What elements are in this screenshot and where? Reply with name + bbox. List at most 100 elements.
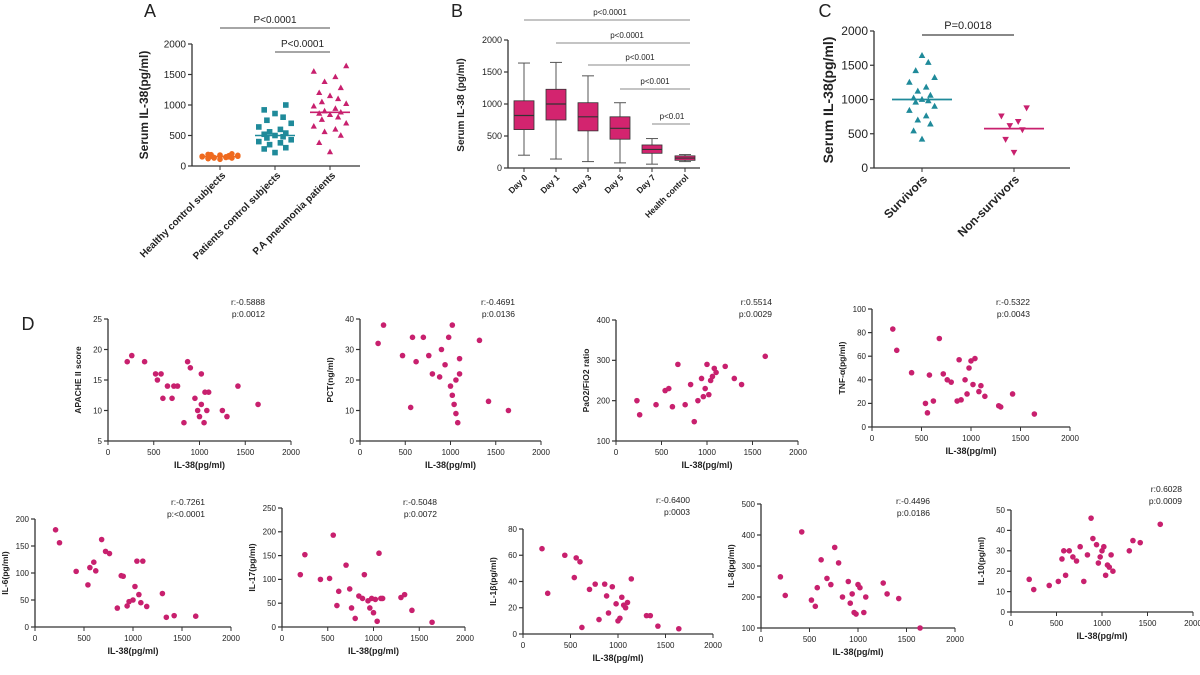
- panel-d2-point: [445, 334, 452, 341]
- panel-d3-point: [653, 401, 659, 408]
- panel-c-p-value: P=0.0018: [944, 20, 991, 32]
- panel-d3-point: [687, 381, 694, 388]
- panel-d4-point: [940, 371, 947, 377]
- panel-d5-point: [73, 568, 79, 575]
- panel-d6-point: [352, 615, 359, 622]
- panel-a-point: [261, 146, 267, 152]
- panel-a-point: [280, 114, 286, 120]
- panel-a-point: [277, 140, 284, 146]
- panel-d5-y-tick-label: 150: [16, 542, 30, 551]
- panel-d6-point: [429, 619, 435, 626]
- panel-d2-point: [420, 334, 427, 341]
- panel-label-c: C: [819, 1, 832, 21]
- panel-d6-x-label: IL-38(pg/ml): [348, 646, 399, 656]
- panel-d1-point: [169, 395, 175, 402]
- panel-d5-x-tick-label: 0: [33, 634, 38, 643]
- panel-a-point: [283, 130, 289, 136]
- panel-d4-r-value: r:-0.5322: [996, 297, 1030, 307]
- panel-d6-point: [361, 571, 368, 578]
- panel-d2-x-tick-label: 2000: [532, 448, 550, 457]
- panel-d9-y-tick-label: 20: [996, 567, 1005, 576]
- panel-d4-y-tick-label: 0: [862, 423, 867, 432]
- panel-d4-point: [926, 372, 933, 378]
- panel-d7-x-tick-label: 1000: [609, 641, 627, 650]
- panel-a-point: [337, 84, 344, 91]
- panel-a-point: [343, 100, 350, 107]
- panel-d2-point: [505, 407, 512, 414]
- panel-d7-point: [539, 545, 545, 552]
- panel-d4-y-tick-label: 60: [857, 352, 866, 361]
- panel-d2-y-tick-label: 40: [345, 315, 354, 324]
- panel-d7-x-tick-label: 500: [564, 641, 578, 650]
- panel-d3-x-label: IL-38(pg/ml): [682, 460, 733, 470]
- panel-d9-point: [1093, 541, 1100, 548]
- panel-a-point: [256, 124, 262, 130]
- panel-d9-point: [1130, 537, 1136, 544]
- panel-c-y-tick-label: 1000: [841, 93, 868, 107]
- panel-d6-point: [370, 609, 377, 616]
- panel-d3-y-tick-label: 300: [597, 356, 611, 365]
- panel-d8-point: [917, 625, 923, 631]
- panel-a-point: [256, 138, 262, 145]
- panel-d7-point: [613, 601, 619, 607]
- panel-d9-point: [1070, 554, 1076, 560]
- panel-d9-point: [1090, 535, 1096, 542]
- panel-c-point: [998, 113, 1005, 120]
- panel-d9-y-tick-label: 0: [1001, 608, 1006, 617]
- panel-a-point: [318, 116, 325, 122]
- panel-b-p-value: p<0.01: [660, 112, 685, 121]
- panel-d8-point: [895, 595, 902, 602]
- panel-c-y-tick-label: 2000: [841, 24, 868, 38]
- panel-d7-point: [676, 625, 682, 632]
- panel-d9-point: [1059, 556, 1065, 562]
- panel-d3-r-value: r:0.5514: [741, 297, 772, 307]
- panel-d5-y-tick-label: 100: [16, 569, 30, 578]
- panel-d4-point: [924, 410, 931, 416]
- panel-c-point: [927, 120, 934, 127]
- panel-d6-point: [374, 618, 380, 625]
- panel-a-point: [332, 105, 339, 111]
- panel-d2-x-label: IL-38(pg/ml): [425, 460, 476, 470]
- panel-d5-point: [130, 597, 136, 603]
- panel-label-d: D: [22, 314, 35, 334]
- panel-d7-y-label: IL-1β(pg/ml): [488, 557, 498, 606]
- panel-d1-x-label: IL-38(pg/ml): [174, 460, 225, 470]
- panel-d3-x-tick-label: 2000: [789, 448, 807, 457]
- panel-d2-point: [375, 340, 381, 347]
- panel-d5-point: [106, 550, 113, 557]
- panel-d6-point: [401, 591, 408, 598]
- panel-a-category-label: Healthy control subjects: [138, 170, 228, 260]
- panel-d8-y-tick-label: 100: [742, 624, 756, 633]
- panel-d7-point: [622, 604, 629, 611]
- panel-d8-point: [798, 529, 805, 535]
- panel-d7-point: [577, 559, 583, 565]
- panel-d5-point: [171, 612, 177, 619]
- panel-d7-point: [655, 623, 661, 629]
- panel-d2-y-tick-label: 0: [350, 437, 355, 446]
- panel-d3-point: [762, 353, 769, 360]
- panel-d9-x-tick-label: 500: [1050, 619, 1064, 628]
- panel-d6-point: [326, 575, 333, 582]
- panel-d3-point: [682, 401, 688, 408]
- panel-a-point: [283, 144, 289, 151]
- panel-d4-x-tick-label: 1000: [962, 434, 980, 443]
- panel-d2-x-tick-label: 500: [399, 448, 413, 457]
- panel-d9-r-value: r:0.6028: [1151, 484, 1182, 494]
- panel-d5-point: [140, 558, 146, 564]
- panel-d1-point: [152, 371, 159, 377]
- panel-d1-y-tick-label: 15: [93, 376, 102, 385]
- panel-b-y-tick-label: 1000: [482, 99, 502, 109]
- panel-c-point: [1006, 123, 1014, 130]
- panel-d2-point: [413, 358, 419, 365]
- panel-b-p-value: p<0.001: [625, 53, 655, 62]
- panel-c-y-tick-label: 500: [848, 127, 868, 141]
- panel-d1-point: [141, 358, 148, 365]
- panel-d6-y-label: IL-17(pg/ml): [247, 543, 257, 591]
- panel-d9-point: [1106, 564, 1113, 570]
- panel-d6-x-tick-label: 1000: [365, 634, 383, 643]
- panel-d9-point: [1084, 552, 1091, 558]
- panel-b-category-label: Day 0: [506, 172, 529, 195]
- panel-d5-point: [134, 558, 140, 564]
- panel-a-point: [261, 107, 267, 113]
